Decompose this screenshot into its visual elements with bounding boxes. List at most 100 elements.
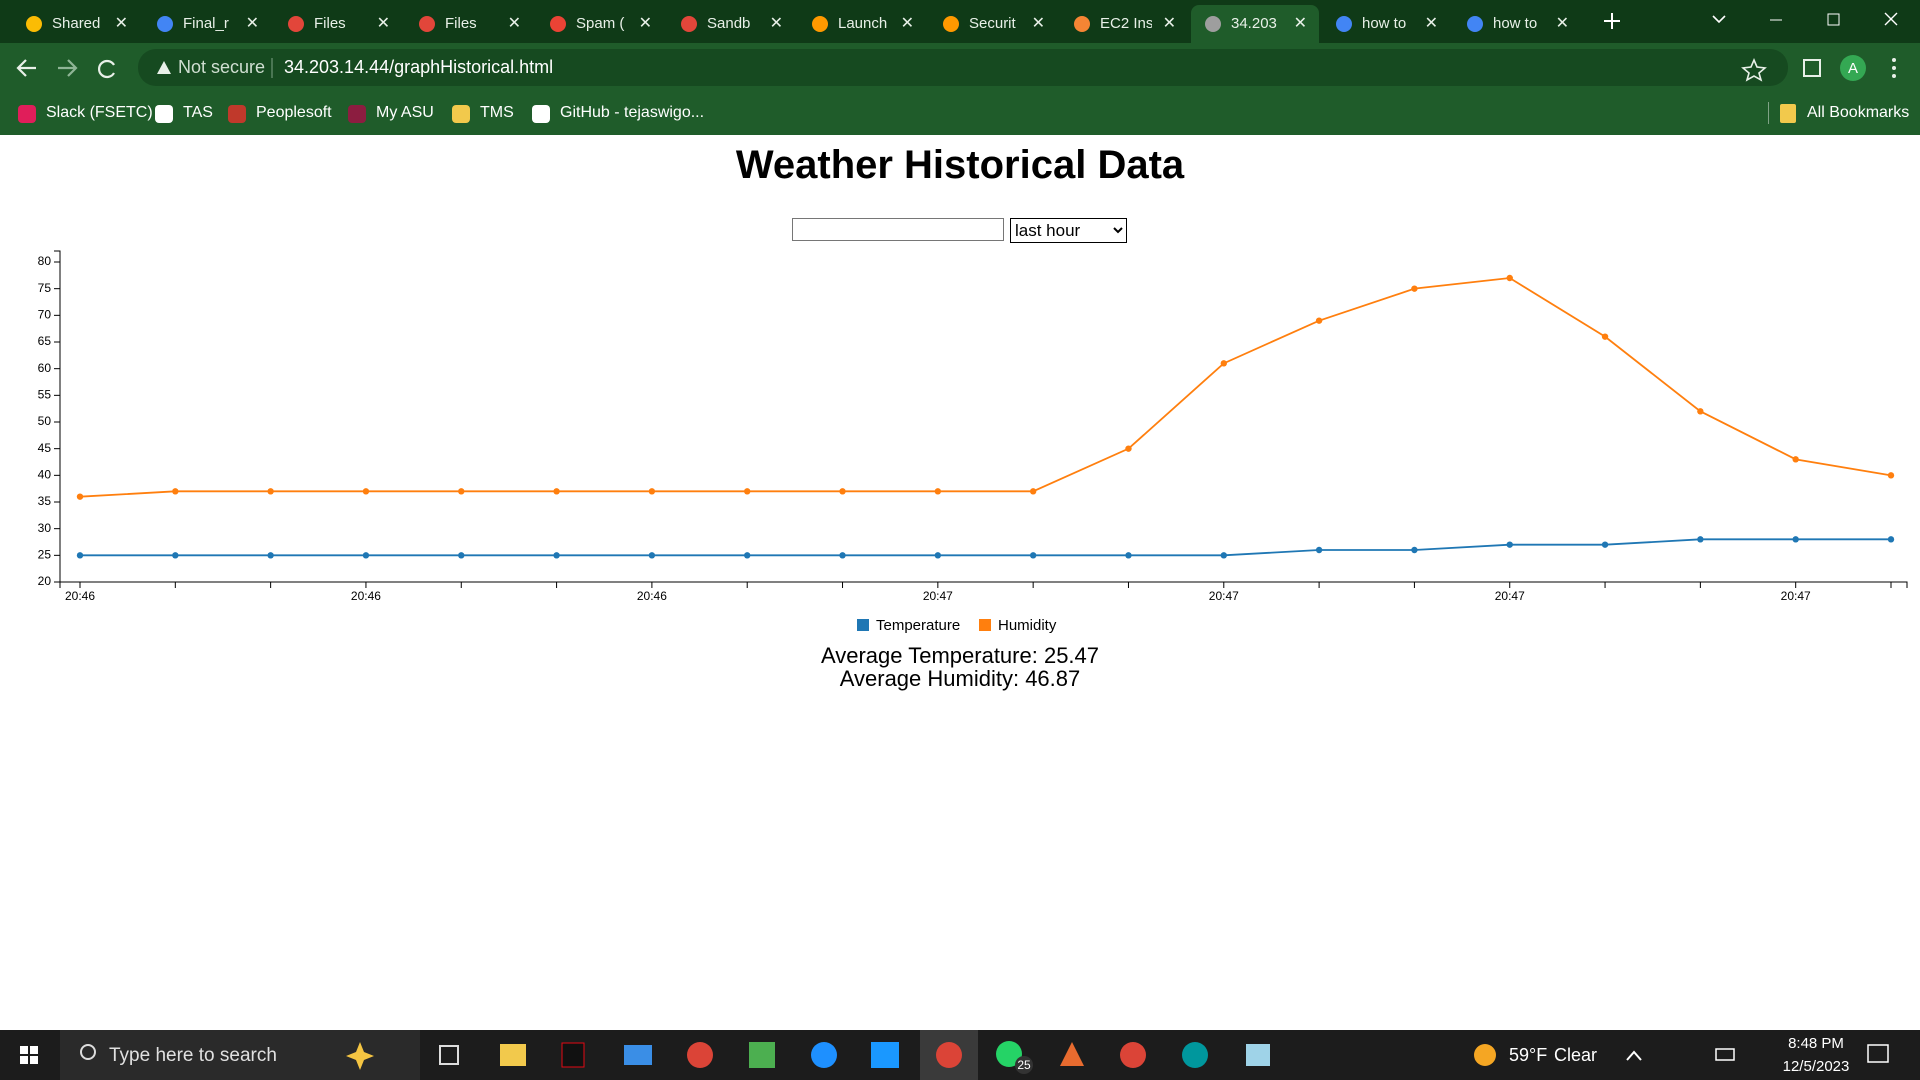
data-point xyxy=(1601,541,1609,548)
data-point xyxy=(1792,456,1799,463)
page: Weather Historical Data last hour 20 25 30… xyxy=(0,135,1920,1030)
menu-dot[interactable] xyxy=(1892,74,1896,78)
tab[interactable]: Final_r ✕ xyxy=(143,5,271,43)
task-view[interactable] xyxy=(439,1045,459,1065)
notifications[interactable] xyxy=(1867,1044,1889,1063)
tab[interactable]: 34.203 ✕ xyxy=(1191,5,1319,43)
back-button[interactable] xyxy=(16,59,36,77)
bookmark[interactable]: Slack (FSETC) xyxy=(46,104,153,121)
tab[interactable]: how to ✕ xyxy=(1453,5,1581,43)
menu-dot[interactable] xyxy=(1892,58,1896,62)
menu-dot[interactable] xyxy=(1892,66,1896,70)
badge xyxy=(1015,1056,1033,1074)
data-point xyxy=(744,488,751,495)
tab-close[interactable]: ✕ xyxy=(1424,15,1438,32)
tab-close[interactable]: ✕ xyxy=(114,15,128,32)
tab[interactable]: Securit ✕ xyxy=(929,5,1057,43)
clock-date: 12/5/2023 xyxy=(1783,1058,1850,1075)
tray-chevron[interactable] xyxy=(1626,1050,1642,1061)
average-temperature: Average Temperature: 25.47 xyxy=(820,643,1100,668)
profile-initial: A xyxy=(1848,60,1858,77)
warning-icon xyxy=(157,61,171,74)
close-window[interactable] xyxy=(1884,12,1898,26)
search-input[interactable] xyxy=(792,218,1004,241)
app-chrome[interactable] xyxy=(687,1042,713,1068)
data-point xyxy=(76,552,84,559)
app-store[interactable] xyxy=(749,1042,775,1068)
reload-button[interactable] xyxy=(97,59,115,79)
y-tick-label: 40 xyxy=(38,468,52,482)
tab-search[interactable] xyxy=(1712,15,1726,24)
app-explorer[interactable] xyxy=(500,1044,526,1066)
data-point xyxy=(76,493,84,500)
start-button[interactable] xyxy=(20,1046,38,1064)
legend-swatch xyxy=(979,619,991,631)
tab[interactable]: EC2 Ins ✕ xyxy=(1060,5,1188,43)
tab[interactable]: Launch ✕ xyxy=(798,5,926,43)
tab[interactable]: Files ✕ xyxy=(274,5,402,43)
app-whatsapp[interactable] xyxy=(996,1041,1022,1067)
y-tick-label: 20 xyxy=(38,574,52,588)
tab-close[interactable]: ✕ xyxy=(1293,15,1307,32)
tab-close[interactable]: ✕ xyxy=(1031,15,1045,32)
nav-icons: Not secure 34.203.14.44/graphHistorical.… xyxy=(16,49,1896,86)
tab-close[interactable]: ✕ xyxy=(507,15,521,32)
address-box[interactable] xyxy=(138,49,1788,86)
profile-button[interactable] xyxy=(1840,55,1866,81)
data-point xyxy=(1506,274,1513,282)
tab-title: Spam ( xyxy=(576,15,625,32)
tab-close[interactable]: ✕ xyxy=(245,15,259,32)
all-bookmarks[interactable]: All Bookmarks xyxy=(1807,104,1910,121)
y-tick-label: 25 xyxy=(38,548,52,562)
page-title: Weather Historical Data xyxy=(735,143,1185,187)
data-point xyxy=(362,488,370,495)
x-axis xyxy=(60,581,1908,588)
bookmark[interactable]: GitHub - tejaswigo... xyxy=(560,104,705,121)
data-point xyxy=(1411,285,1418,292)
app-chrome[interactable] xyxy=(936,1042,962,1068)
bookmark[interactable]: My ASU xyxy=(376,104,434,121)
app-chrome[interactable] xyxy=(1120,1042,1146,1068)
range-select[interactable]: last hour xyxy=(1010,218,1127,243)
app-arduino[interactable] xyxy=(1182,1042,1208,1068)
tab-close[interactable]: ✕ xyxy=(638,15,652,32)
tab-close[interactable]: ✕ xyxy=(1162,15,1176,32)
folder-icon xyxy=(1780,104,1796,123)
data-point xyxy=(172,488,179,495)
x-tick-label: 20:47 xyxy=(923,589,953,603)
tab-close[interactable]: ✕ xyxy=(376,15,390,32)
app-notes[interactable] xyxy=(1246,1044,1270,1066)
star-button[interactable] xyxy=(1741,57,1767,82)
y-tick-label: 30 xyxy=(38,521,52,535)
data-point xyxy=(362,552,370,559)
x-tick-label: 20:47 xyxy=(1781,589,1811,603)
bookmark[interactable]: Peoplesoft xyxy=(256,104,332,121)
app-netflix[interactable] xyxy=(561,1042,585,1068)
bookmark[interactable]: TAS xyxy=(183,104,213,121)
tab-close[interactable]: ✕ xyxy=(1555,15,1569,32)
tab-close[interactable]: ✕ xyxy=(900,15,914,32)
tab-close[interactable]: ✕ xyxy=(769,15,783,32)
app-prime[interactable] xyxy=(871,1042,899,1068)
forward-button[interactable] xyxy=(58,59,78,77)
tab[interactable]: Spam ( ✕ xyxy=(536,5,664,43)
app-edge[interactable] xyxy=(811,1042,837,1068)
tab-title: Shared xyxy=(52,15,101,32)
side-panel-button[interactable] xyxy=(1803,59,1821,77)
data-point xyxy=(1887,536,1895,543)
series-line xyxy=(79,277,1892,498)
bookmark[interactable]: TMS xyxy=(480,104,514,121)
data-point xyxy=(934,552,942,559)
tab[interactable]: Sandb ✕ xyxy=(667,5,795,43)
new-tab[interactable] xyxy=(1604,13,1620,29)
weather-icon xyxy=(1474,1044,1496,1066)
tab[interactable]: Files ✕ xyxy=(405,5,533,43)
app-mail[interactable] xyxy=(624,1045,652,1065)
data-point xyxy=(648,488,656,495)
app-matlab[interactable] xyxy=(1060,1042,1084,1066)
y-tick-label: 70 xyxy=(38,308,52,322)
tab[interactable]: Shared ✕ xyxy=(12,5,140,43)
maximize[interactable] xyxy=(1827,13,1840,26)
tab[interactable]: how to ✕ xyxy=(1322,5,1450,43)
